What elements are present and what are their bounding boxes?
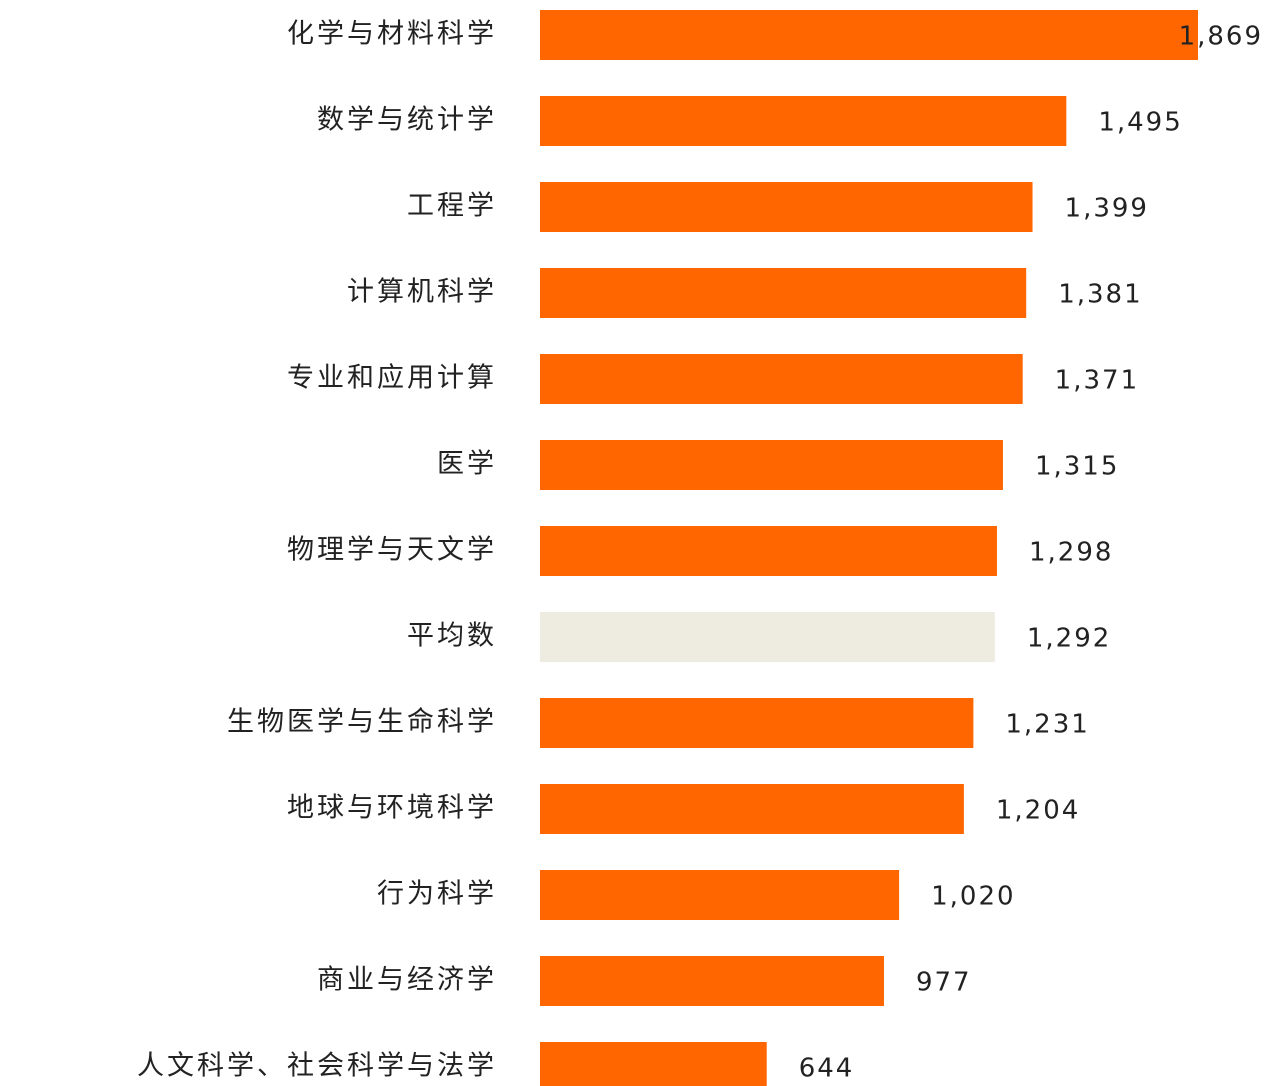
category-label: 专业和应用计算 [287,363,497,394]
value-label: 1,315 [1035,452,1119,482]
bar [540,96,1067,146]
value-label: 1,495 [1098,108,1182,138]
value-label: 1,371 [1055,366,1139,396]
value-label: 644 [799,1054,855,1084]
category-label: 医学 [437,449,497,480]
bar [540,354,1023,404]
category-label: 商业与经济学 [317,965,497,996]
bar [540,870,900,920]
bar [540,612,995,662]
bar [540,440,1003,490]
category-label: 物理学与天文学 [287,535,497,566]
category-label: 化学与材料科学 [287,19,497,50]
category-label: 行为科学 [377,879,497,910]
value-label: 1,381 [1058,280,1142,310]
bar [540,10,1198,60]
category-label: 生物医学与生命科学 [227,707,497,738]
category-label: 人文科学、社会科学与法学 [137,1051,497,1082]
bar [540,1042,767,1086]
bar [540,182,1033,232]
value-label: 1,020 [931,882,1015,912]
category-label: 平均数 [407,621,497,652]
value-label: 1,204 [996,796,1080,826]
category-label: 数学与统计学 [317,105,497,136]
bar [540,784,964,834]
value-label: 977 [916,968,972,998]
category-label: 地球与环境科学 [287,793,497,824]
value-label: 1,399 [1065,194,1149,224]
value-label: 1,292 [1027,624,1111,654]
category-label: 工程学 [407,191,497,222]
bar [540,526,997,576]
bar [540,956,884,1006]
category-label: 计算机科学 [347,277,497,308]
value-label: 1,231 [1005,710,1089,740]
bar [540,268,1027,318]
value-label: 1,298 [1029,538,1113,568]
value-label: 1,869 [1179,22,1263,52]
bar [540,698,974,748]
